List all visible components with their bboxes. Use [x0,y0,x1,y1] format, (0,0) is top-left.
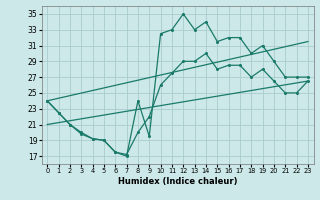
X-axis label: Humidex (Indice chaleur): Humidex (Indice chaleur) [118,177,237,186]
